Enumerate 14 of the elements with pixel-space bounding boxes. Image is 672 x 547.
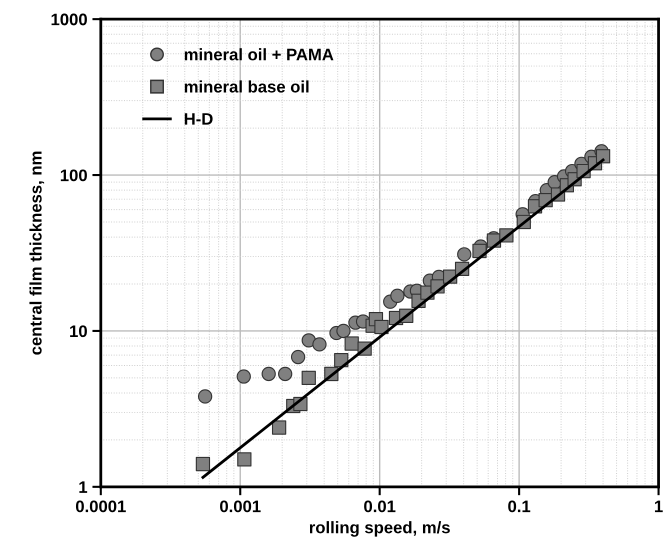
x-tick-label: 0.001 — [220, 500, 261, 512]
x-tick-label: 0.1 — [508, 500, 530, 512]
y-tick-label: 100 — [60, 169, 87, 182]
legend-label: H-D — [184, 113, 213, 125]
y-tick-label: 1 — [79, 481, 88, 493]
x-tick-label: 0.0001 — [76, 500, 126, 512]
y-axis-title: central film thickness, nm — [29, 152, 44, 355]
x-tick-label: 0.01 — [364, 500, 396, 512]
legend-label: mineral base oil — [184, 80, 308, 93]
x-axis-title: rolling speed, m/s — [310, 521, 450, 537]
x-tick-label: 1 — [654, 500, 663, 512]
legend-label: mineral oil + PAMA — [184, 48, 334, 60]
y-tick-label: 10 — [70, 325, 87, 338]
y-tick-label: 1000 — [52, 14, 87, 26]
